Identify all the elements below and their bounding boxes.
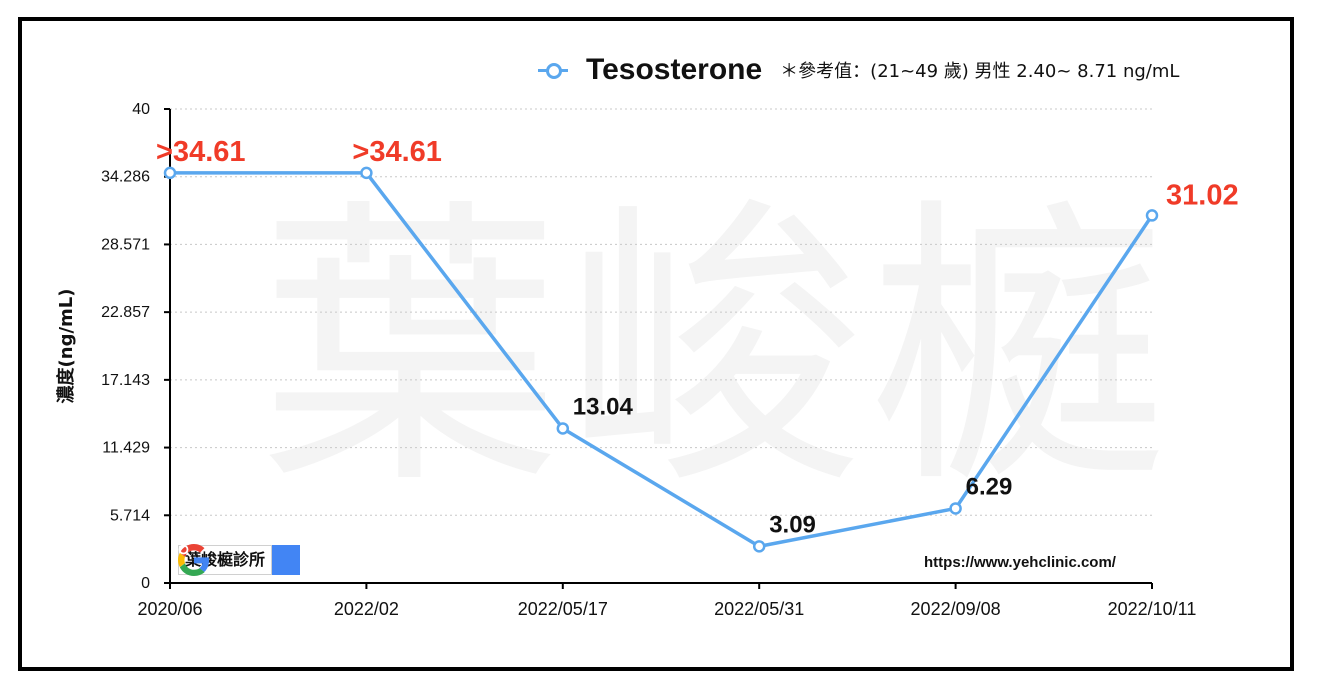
website-url: https://www.yehclinic.com/ [924,554,1116,571]
data-point [163,166,177,180]
y-tick-label: 11.429 [102,440,150,457]
x-tick-label: 2022/02 [334,599,399,619]
y-tick-label: 40 [132,101,150,118]
reference-range-note: ＊參考值：(21~49 歲) 男性 2.40~ 8.71 ng/mL [780,61,1180,82]
data-point [1145,209,1159,222]
y-axis-label: 濃度(ng/mL) [55,289,77,404]
legend-line-marker-icon [538,60,568,80]
x-tick-label: 2022/09/08 [911,599,1001,619]
search-button [178,544,301,575]
search-badge: 葉峻榳診所 [178,544,301,576]
legend: Tesosterone ＊參考值：(21~49 歲) 男性 2.40~ 8.71… [538,50,1179,90]
data-point [752,540,766,553]
y-tick-label: 22.857 [101,304,150,321]
legend-series-name: Tesosterone [586,53,763,86]
data-label: 13.04 [573,393,634,420]
data-label: 3.09 [769,511,816,538]
data-label: >34.61 [352,136,442,168]
x-tick-label: 2020/06 [137,599,202,619]
x-axis-ticks: 2020/06 2022/02 2022/05/17 2022/05/31 2022/0… [137,583,1196,619]
y-tick-label: 17.143 [101,372,150,389]
y-tick-label: 0 [141,575,150,592]
series-line [170,171,1154,549]
gridlines [170,108,1152,516]
watermark-text: 葉峻榳 [260,175,1172,524]
data-label: 6.29 [966,473,1013,500]
y-tick-label: 34.286 [101,169,150,186]
x-tick-label: 2022/10/11 [1108,599,1197,619]
x-tick-label: 2022/05/31 [714,599,804,619]
data-point [556,422,570,435]
data-label: >34.61 [156,136,246,168]
series-tesosterone [163,166,1159,553]
y-axis-ticks: 0 5.714 11.429 17.143 22.857 28.571 34.286 40 [101,101,170,592]
search-icon [178,544,192,558]
y-tick-label: 28.571 [101,236,150,253]
y-tick-label: 5.714 [110,507,150,524]
data-point [949,502,962,515]
x-tick-label: 2022/05/17 [518,599,608,619]
data-labels: >34.61 >34.61 13.04 3.09 6.29 31.02 [156,136,1239,539]
data-label: 31.02 [1166,179,1239,211]
data-point [360,166,373,180]
